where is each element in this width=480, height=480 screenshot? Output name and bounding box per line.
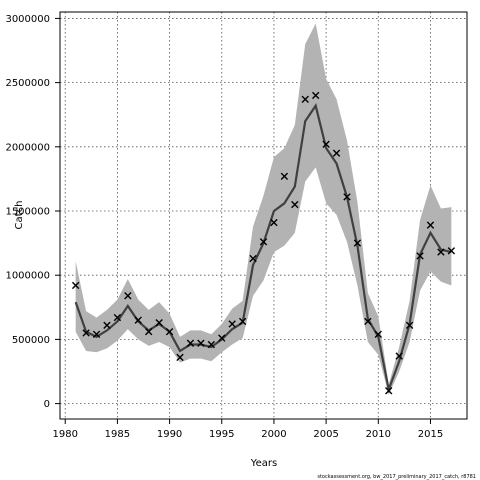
x-tick-label: 1990 (157, 429, 182, 440)
y-tick-label: 2000000 (5, 142, 50, 153)
credit-text: stockassessment.org, bw_2017_preliminary… (317, 474, 476, 480)
y-tick-label: 500000 (12, 335, 50, 346)
y-tick-label: 1500000 (5, 207, 50, 218)
estimate-line (74, 103, 452, 394)
x-axis: 1980 1985 1990 1995 2000 2005 2010 2015 (52, 419, 443, 440)
y-tick-label: 0 (44, 399, 50, 410)
observed-point (395, 352, 403, 360)
x-tick-label: 2010 (366, 429, 391, 440)
observed-point (374, 330, 382, 338)
observed-point (405, 321, 414, 329)
observed-point (437, 248, 445, 256)
observed-point (124, 292, 132, 300)
observed-point (113, 313, 122, 322)
y-tick-label: 2500000 (5, 78, 50, 89)
x-tick-label: 1980 (52, 429, 77, 440)
observed-point (301, 95, 309, 104)
observed-point (322, 140, 330, 148)
observed-point (71, 281, 80, 290)
observed-point (176, 353, 184, 362)
y-axis: 0 500000 1000000 1500000 2000000 2500000 30000… (5, 14, 60, 410)
observed-catch-points (71, 91, 456, 395)
y-axis-title: Catch (14, 201, 25, 230)
observed-point (249, 254, 257, 263)
x-axis-title: Years (250, 458, 277, 469)
x-tick-label: 2015 (418, 429, 443, 440)
observed-point (197, 339, 205, 347)
observed-point (259, 238, 268, 246)
observed-point (416, 252, 424, 260)
observed-point (186, 339, 195, 347)
observed-point (270, 218, 278, 227)
observed-point (92, 330, 101, 338)
x-tick-label: 2005 (313, 429, 338, 440)
observed-point (155, 319, 163, 327)
observed-point (218, 334, 226, 342)
observed-point (426, 221, 435, 229)
y-tick-label: 1000000 (5, 271, 50, 282)
confidence-band (75, 23, 452, 395)
x-tick-label: 1985 (105, 429, 130, 440)
observed-point (280, 172, 289, 181)
observed-point (332, 149, 341, 157)
observed-point (291, 200, 299, 209)
observed-point (311, 91, 320, 100)
observed-point (364, 317, 372, 326)
y-tick-label: 3000000 (5, 14, 50, 25)
plot-frame (59, 11, 468, 420)
observed-point (145, 327, 153, 336)
observed-point (447, 247, 456, 255)
observed-point (134, 316, 142, 324)
observed-point (353, 239, 362, 247)
observed-point (343, 193, 351, 201)
observed-point (228, 320, 236, 328)
observed-point (238, 317, 247, 326)
x-tick-label: 1995 (209, 429, 234, 440)
observed-point (165, 327, 174, 336)
observed-point (103, 321, 111, 329)
observed-point (207, 340, 216, 349)
x-tick-label: 2000 (261, 429, 286, 440)
observed-point (385, 387, 393, 395)
observed-point (82, 329, 90, 337)
